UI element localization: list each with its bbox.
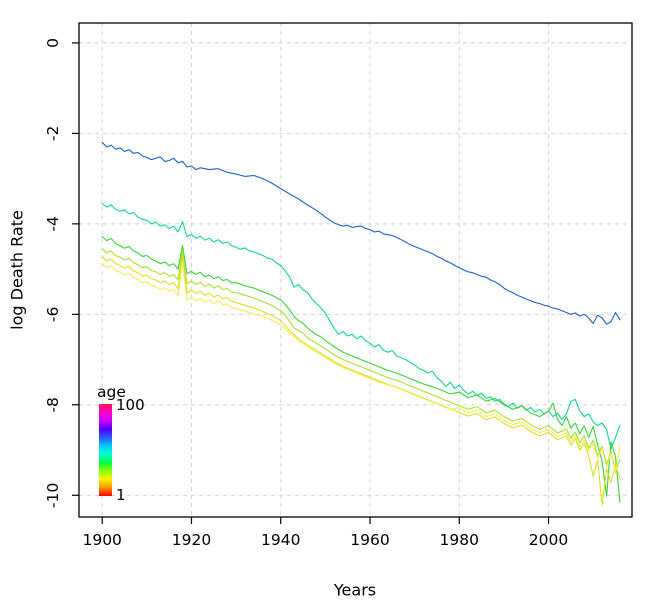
series-line-yellow-green (101, 248, 621, 473)
series-line-blue (101, 141, 621, 325)
x-tick-label: 2000 (529, 531, 568, 549)
y-axis-title: log Death Rate (7, 210, 27, 330)
legend-max-label: 100 (116, 396, 145, 414)
y-tick-label: -4 (44, 216, 62, 231)
legend-title: age (97, 383, 126, 401)
y-tick-label: 0 (44, 38, 62, 48)
series-line-spring-green (101, 202, 621, 450)
y-tick-label: -10 (44, 483, 62, 508)
y-tick-label: -2 (44, 126, 62, 141)
x-tick-label: 1980 (440, 531, 479, 549)
x-axis-title: Years (333, 580, 377, 600)
series-line-yellow-2 (101, 261, 621, 475)
plot-frame (78, 22, 633, 518)
x-tick-label: 1900 (82, 531, 121, 549)
y-tick-label: -8 (44, 397, 62, 412)
x-tick-label: 1960 (350, 531, 389, 549)
legend-min-label: 1 (116, 486, 126, 504)
x-tick-label: 1940 (261, 531, 300, 549)
series-line-green (101, 235, 621, 503)
x-tick-label: 1920 (172, 531, 211, 549)
legend-colorbar (99, 404, 112, 496)
series-line-yellow-1 (101, 254, 621, 506)
y-tick-label: -6 (44, 307, 62, 322)
